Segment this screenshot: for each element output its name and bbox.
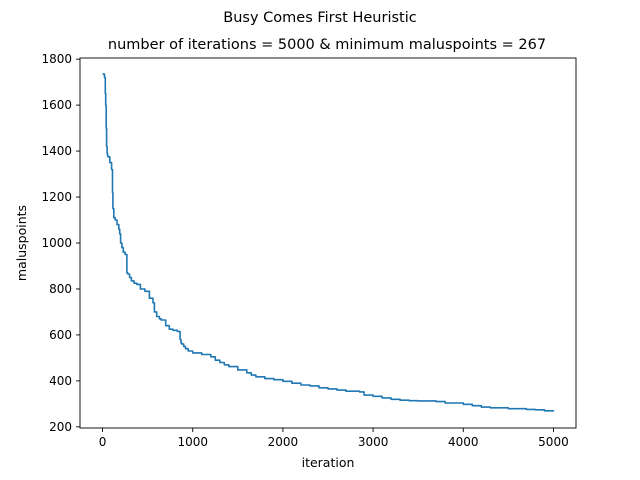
x-axis-label: iteration <box>302 455 355 470</box>
y-tick-label: 800 <box>49 282 72 296</box>
chart-title: number of iterations = 5000 & minimum ma… <box>108 37 546 53</box>
y-tick-label: 1600 <box>41 98 72 112</box>
y-tick-label: 1000 <box>41 236 72 250</box>
axes-frame <box>79 57 577 429</box>
y-tick-label: 400 <box>49 374 72 388</box>
chart-suptitle: Busy Comes First Heuristic <box>223 10 416 26</box>
y-tick-label: 1800 <box>41 52 72 66</box>
x-axis-ticks: 0 1000 2000 3000 4000 5000 <box>99 428 569 449</box>
x-tick-label: 1000 <box>177 435 208 449</box>
y-tick-label: 1400 <box>41 144 72 158</box>
y-axis-ticks: 200 400 600 800 1000 1200 1400 1600 1800 <box>41 52 80 434</box>
x-tick-label: 5000 <box>538 435 569 449</box>
x-tick-label: 2000 <box>268 435 299 449</box>
y-tick-label: 600 <box>49 328 72 342</box>
y-axis-label: maluspoints <box>14 205 29 281</box>
y-tick-label: 200 <box>49 420 72 434</box>
y-tick-label: 1200 <box>41 190 72 204</box>
x-tick-label: 4000 <box>448 435 479 449</box>
x-tick-label: 0 <box>99 435 107 449</box>
series-line <box>102 73 555 412</box>
x-tick-label: 3000 <box>358 435 389 449</box>
plot-area <box>102 73 555 412</box>
